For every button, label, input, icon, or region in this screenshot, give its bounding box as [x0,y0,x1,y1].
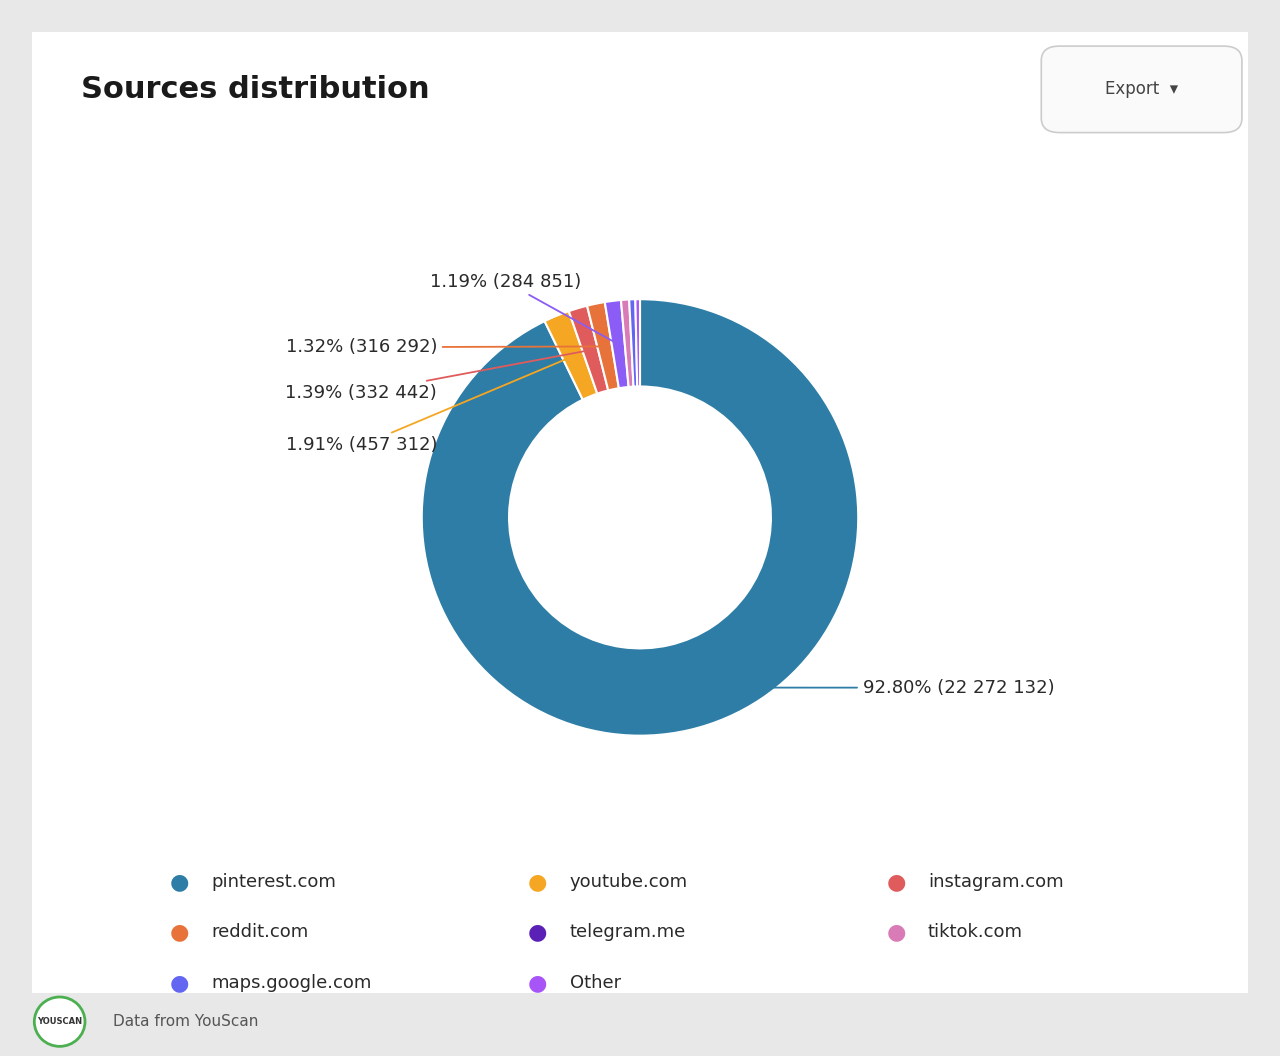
Text: ●: ● [169,974,189,993]
Text: youtube.com: youtube.com [570,872,687,891]
Text: Export  ▾: Export ▾ [1105,80,1178,98]
Text: 1.91% (457 312): 1.91% (457 312) [285,357,571,454]
Text: ●: ● [527,872,548,891]
Wedge shape [588,302,618,391]
Text: ●: ● [886,872,906,891]
Text: reddit.com: reddit.com [211,923,308,942]
Text: maps.google.com: maps.google.com [211,974,371,993]
FancyBboxPatch shape [1042,46,1242,133]
Wedge shape [630,299,637,386]
Text: Data from YouScan: Data from YouScan [113,1014,259,1030]
Text: 1.39% (332 442): 1.39% (332 442) [285,351,588,402]
Wedge shape [635,299,640,386]
Text: Other: Other [570,974,621,993]
Text: tiktok.com: tiktok.com [928,923,1023,942]
Ellipse shape [35,997,84,1046]
Text: ●: ● [527,923,548,942]
Wedge shape [421,299,858,736]
Text: 92.80% (22 272 132): 92.80% (22 272 132) [682,679,1055,697]
Wedge shape [568,306,608,394]
Text: ●: ● [886,923,906,942]
Text: telegram.me: telegram.me [570,923,686,942]
Wedge shape [544,312,598,399]
FancyBboxPatch shape [8,13,1272,1012]
Text: YOUSCAN: YOUSCAN [37,1017,82,1026]
Wedge shape [604,300,628,389]
Text: ●: ● [169,872,189,891]
Wedge shape [621,300,634,386]
Text: 1.19% (284 851): 1.19% (284 851) [430,272,616,343]
Text: ●: ● [169,923,189,942]
Text: pinterest.com: pinterest.com [211,872,337,891]
Text: ●: ● [527,974,548,993]
Text: 1.32% (316 292): 1.32% (316 292) [285,338,602,356]
Text: instagram.com: instagram.com [928,872,1064,891]
Text: Sources distribution: Sources distribution [81,75,429,103]
